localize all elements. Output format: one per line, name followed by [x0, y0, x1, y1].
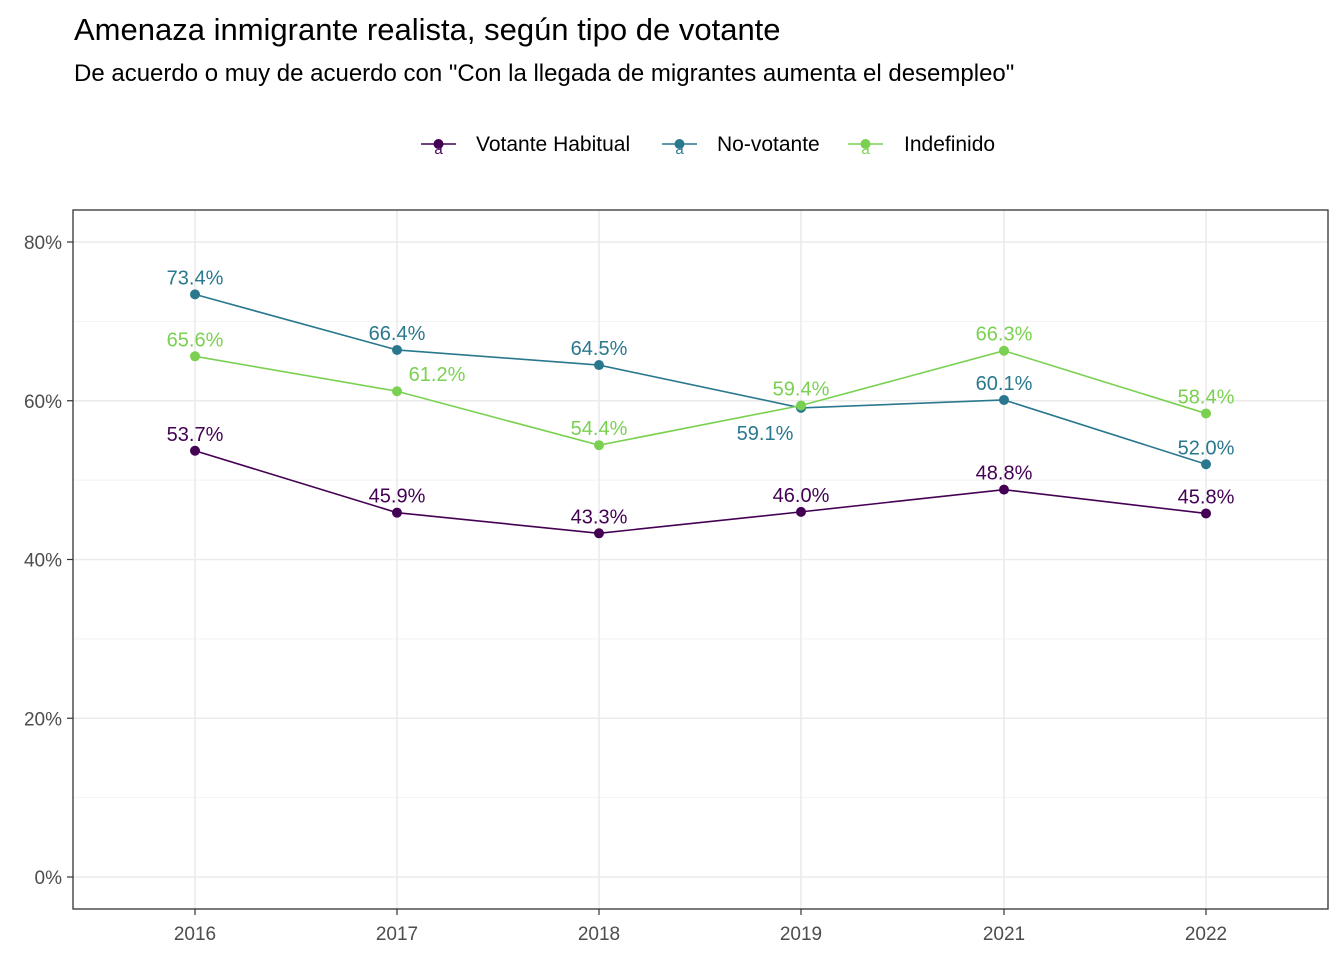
x-tick-label: 2019: [780, 924, 822, 945]
data-point-no-votante: [392, 344, 402, 355]
series-layer: [190, 289, 1211, 539]
legend-item-indefinido: a Indefinido: [848, 133, 995, 158]
legend-label: Indefinido: [904, 133, 995, 156]
data-label-indefinido: 58.4%: [1178, 386, 1235, 408]
data-label-votante-habitual: 53.7%: [167, 424, 224, 446]
data-label-votante-habitual: 48.8%: [976, 463, 1033, 485]
data-point-votante-habitual: [1201, 508, 1211, 519]
data-point-no-votante: [999, 394, 1009, 405]
data-label-indefinido: 54.4%: [571, 418, 628, 440]
data-point-indefinido: [190, 351, 200, 362]
data-label-indefinido: 61.2%: [409, 364, 466, 386]
chart-subtitle: De acuerdo o muy de acuerdo con "Con la …: [74, 60, 1015, 87]
data-point-indefinido: [392, 386, 402, 397]
y-tick-label: 80%: [24, 233, 62, 254]
data-label-votante-habitual: 45.9%: [369, 486, 426, 508]
x-tick-label: 2022: [1185, 924, 1227, 945]
y-tick-label: 0%: [35, 868, 63, 889]
series-line-votante-habitual: [194, 449, 1207, 535]
legend-key-point: [433, 139, 444, 149]
data-label-indefinido: 59.4%: [773, 379, 830, 401]
data-label-indefinido: 66.3%: [976, 324, 1033, 346]
legend-label: No-votante: [717, 133, 820, 156]
series-line-indefinido: [194, 349, 1207, 447]
data-label-no-votante: 73.4%: [167, 267, 224, 289]
data-point-votante-habitual: [999, 484, 1009, 495]
legend-item-votante-habitual: a Votante Habitual: [421, 133, 630, 158]
grid: [73, 210, 1328, 909]
data-labels: 53.7% 45.9% 43.3% 46.0% 48.8% 45.8% 73.4% 66.4%…: [167, 267, 1235, 528]
data-point-indefinido: [1201, 408, 1211, 419]
data-label-indefinido: 65.6%: [167, 329, 224, 351]
legend-key-point: [674, 139, 685, 149]
data-point-indefinido: [796, 400, 806, 411]
data-label-no-votante: 52.0%: [1178, 437, 1235, 459]
axes: 0% 20% 40% 60% 80% 2016 2017 2018 2019 2021 2022: [24, 233, 1227, 945]
y-tick-label: 40%: [24, 551, 62, 572]
x-tick-label: 2018: [578, 924, 620, 945]
data-point-indefinido: [594, 440, 604, 451]
y-tick-label: 20%: [24, 709, 62, 730]
x-tick-label: 2016: [174, 924, 216, 945]
legend-key-point: [860, 139, 871, 149]
data-point-no-votante: [1201, 459, 1211, 470]
data-point-votante-habitual: [796, 506, 806, 517]
x-tick-label: 2021: [983, 924, 1025, 945]
data-label-votante-habitual: 43.3%: [571, 506, 628, 528]
data-label-no-votante: 64.5%: [571, 338, 628, 360]
data-point-votante-habitual: [392, 507, 402, 518]
data-label-no-votante: 60.1%: [976, 373, 1033, 395]
legend-key-glyph: a: [861, 141, 870, 158]
y-tick-label: 60%: [24, 392, 62, 413]
chart-title: Amenaza inmigrante realista, según tipo …: [74, 12, 781, 47]
legend-label: Votante Habitual: [476, 133, 630, 156]
legend-key-glyph: a: [434, 141, 443, 158]
x-tick-label: 2017: [376, 924, 418, 945]
data-label-no-votante: 66.4%: [369, 323, 426, 345]
data-point-no-votante: [594, 360, 604, 371]
data-label-no-votante: 59.1%: [737, 423, 794, 445]
data-point-votante-habitual: [594, 528, 604, 539]
legend: a Votante Habitual a No-votante a Indefinido: [421, 133, 995, 158]
data-point-votante-habitual: [190, 445, 200, 456]
legend-key-glyph: a: [675, 141, 684, 158]
data-label-votante-habitual: 46.0%: [773, 485, 830, 507]
legend-item-no-votante: a No-votante: [662, 133, 820, 158]
data-point-no-votante: [190, 289, 200, 300]
series-line-no-votante: [194, 293, 1207, 466]
data-point-indefinido: [999, 345, 1009, 356]
data-label-votante-habitual: 45.8%: [1178, 486, 1235, 508]
